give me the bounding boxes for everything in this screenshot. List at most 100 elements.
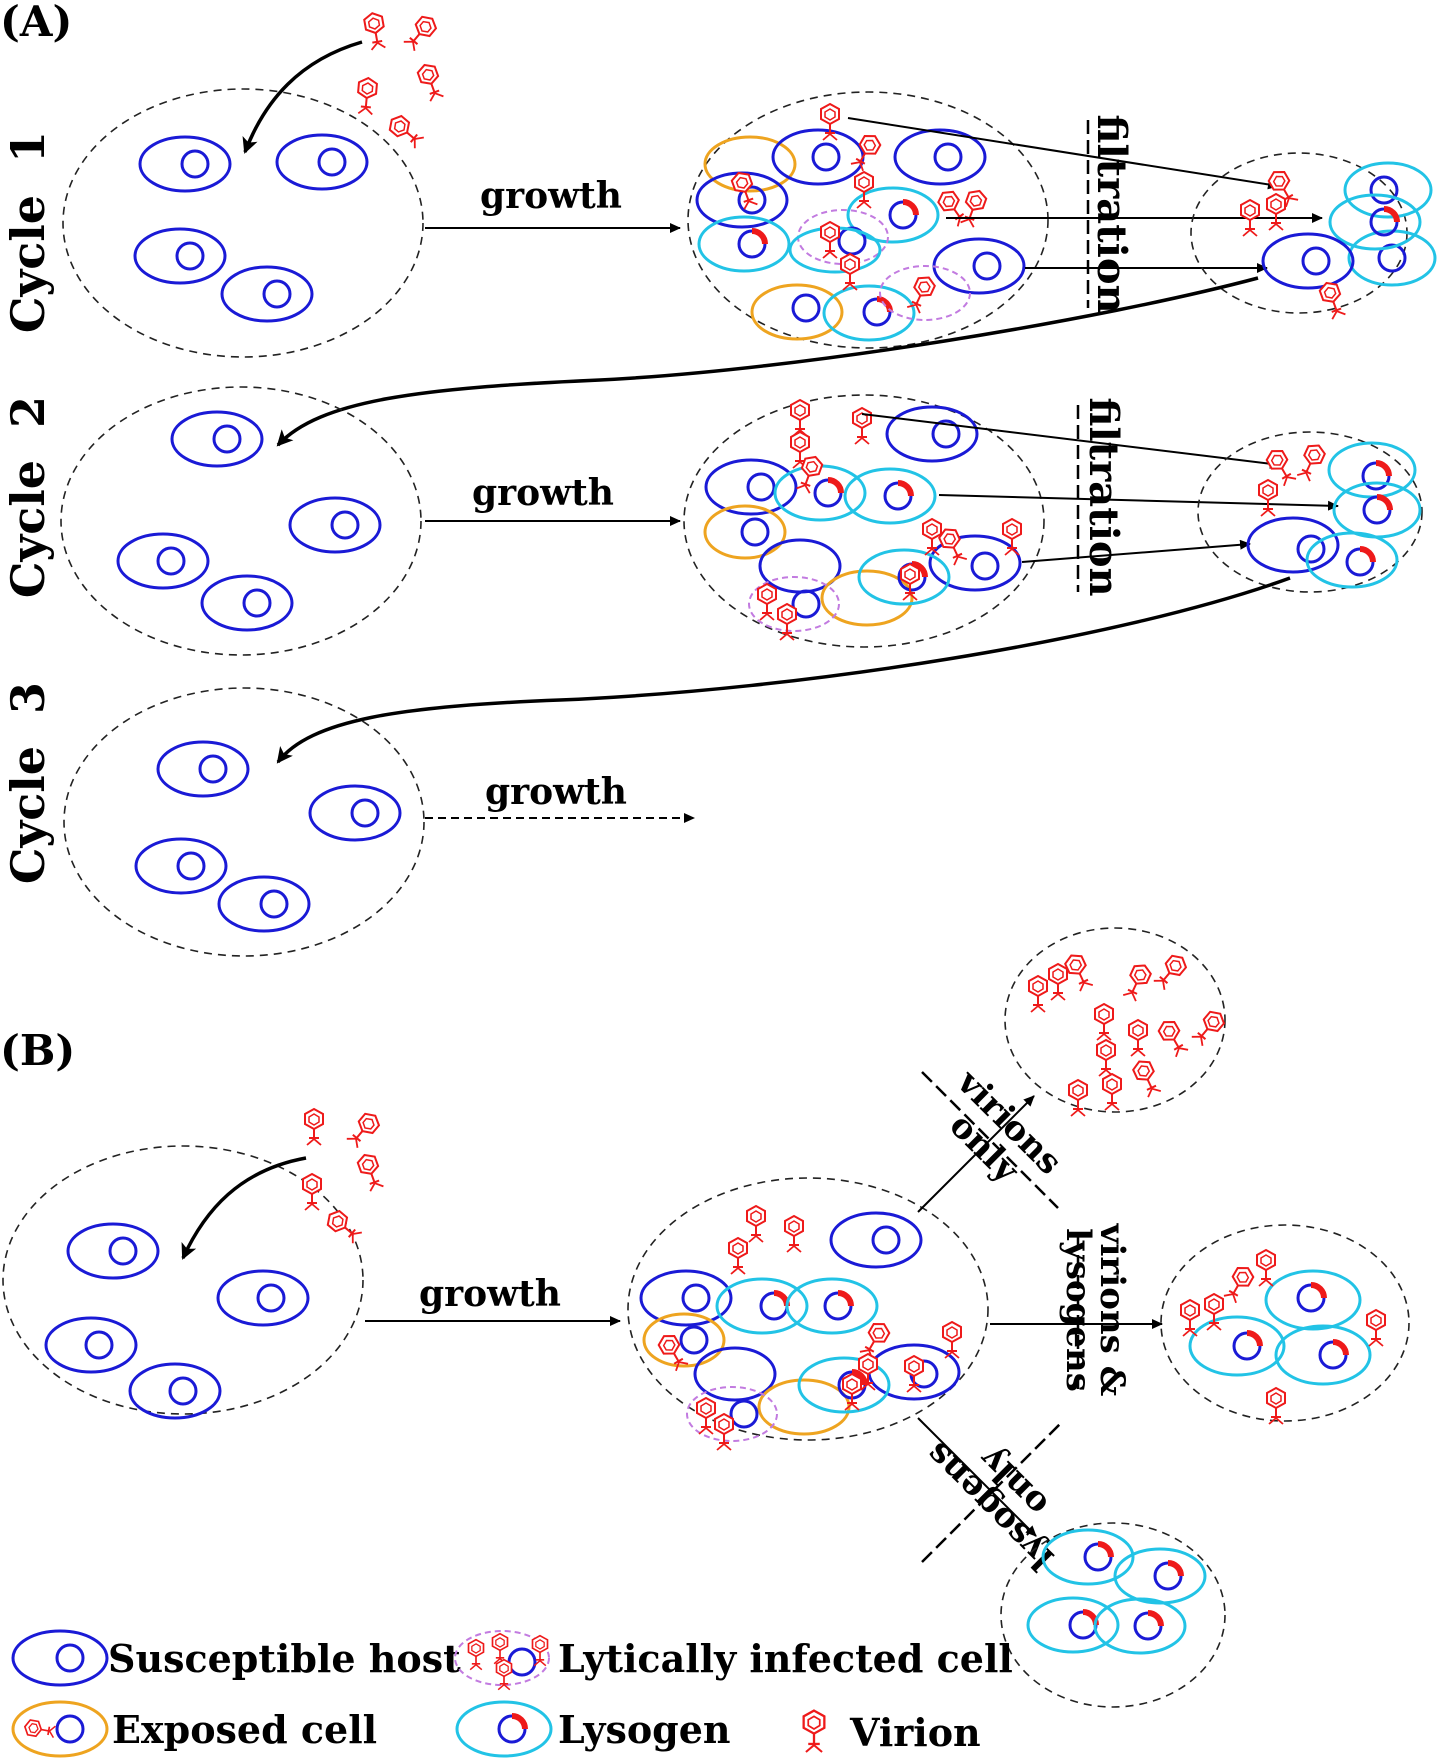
virions-lysogens-culture (1160, 1224, 1410, 1425)
branch-arrow-lysogens-only (917, 1417, 1037, 1537)
legend-exposed-cell: Exposed cell (11, 1700, 377, 1758)
lysogen-cell (846, 186, 940, 244)
cycle-2-start-culture (60, 386, 422, 656)
panel-a-label: (A) (0, 0, 72, 46)
growth-label: growth (419, 1273, 561, 1315)
susceptible-host-cell (693, 1346, 777, 1402)
legend-susceptible-label: Susceptible host (108, 1636, 461, 1681)
legend-virion: Virion (802, 1709, 981, 1755)
filtration-arrow (938, 494, 1339, 511)
lysogen-cell (1347, 229, 1437, 287)
lysogen-cell (822, 284, 916, 342)
susceptible-host-cell (288, 496, 382, 554)
legend-lytic-label: Lytically infected cell (558, 1636, 1013, 1681)
susceptible-host-cell (44, 1316, 138, 1374)
incoming-virions-cycle-1 (355, 10, 447, 151)
susceptible-host-cell (275, 133, 369, 191)
cycle-3-start-culture (63, 687, 425, 957)
susceptible-host-cell (829, 1211, 923, 1269)
legend-exposed-label: Exposed cell (112, 1707, 377, 1752)
panel-b-grown-culture (627, 1177, 989, 1451)
cycle-3-label: Cycle 3 (1, 682, 55, 884)
susceptible-host-cell (66, 1222, 160, 1280)
lysogen-cell (1343, 161, 1433, 219)
lysogen-cell (1274, 1324, 1372, 1386)
legend-lysogen-label: Lysogen (558, 1707, 731, 1752)
susceptible-host-cell (217, 875, 311, 933)
lytically-infected-cell (797, 209, 889, 265)
cycle-2-label: Cycle 2 (1, 396, 55, 598)
cycle-1-start-culture (62, 88, 424, 358)
lysogen-cell (1332, 481, 1422, 539)
lysogen-cell (843, 467, 937, 525)
lysogen-cell (1305, 531, 1399, 589)
lysogen-cell (1041, 1528, 1135, 1586)
virions-only-culture (1004, 927, 1229, 1117)
growth-label: growth (472, 472, 614, 514)
lysogen-cell (1188, 1315, 1286, 1377)
susceptible-host-cell (170, 410, 264, 468)
legend: Susceptible host Lytically infected cell… (11, 1629, 1013, 1758)
lytically-infected-cell (686, 1386, 778, 1442)
susceptible-host-cell (639, 1269, 733, 1327)
susceptible-host-cell (200, 574, 294, 632)
susceptible-host-cell (133, 227, 227, 285)
cycle-2-filtrate (1197, 431, 1423, 593)
susceptible-host-cell (216, 1269, 310, 1327)
panel-b-start-culture (2, 1145, 364, 1420)
filtration-arrow (861, 413, 1281, 469)
exposed-cell (703, 135, 797, 193)
susceptible-host-cell (138, 135, 232, 193)
susceptible-host-cell (885, 405, 979, 463)
susceptible-host-cell (220, 265, 314, 323)
growth-label: growth (480, 175, 622, 217)
virions-lysogens-label-line2: lysogens (1058, 1228, 1098, 1392)
panel-b-label: (B) (0, 1026, 75, 1075)
susceptible-host-cell (1246, 516, 1340, 574)
lysogen-cell (697, 215, 791, 273)
lysogen-cell (785, 1277, 879, 1335)
virions-lysogens-label-line1: virions & (1092, 1223, 1132, 1397)
cycle-1-label: Cycle 1 (1, 131, 55, 333)
susceptible-host-cell (308, 784, 402, 842)
infection-arrow (242, 40, 363, 154)
exposed-cell (642, 1312, 726, 1368)
lytically-infected-cell (879, 265, 971, 321)
exposed-cell (703, 504, 787, 560)
susceptible-host-cell (932, 237, 1026, 295)
branch-arrow-virions-only (917, 1095, 1035, 1213)
filtration-arrow (1021, 539, 1251, 563)
cycle-1-filtrate (1190, 152, 1437, 321)
cycle-1-grown-culture (687, 91, 1049, 349)
filtration-label: filtration (1088, 114, 1135, 313)
susceptible-host-cell (893, 128, 987, 186)
exposed-cell (820, 569, 914, 627)
lysogen-cell (1093, 1597, 1187, 1655)
legend-susceptible-host: Susceptible host (11, 1629, 461, 1687)
filtration-label: filtration (1080, 397, 1127, 596)
lysogens-only-culture (1000, 1522, 1226, 1708)
susceptible-host-cell (134, 837, 228, 895)
susceptible-host-cell (771, 128, 865, 186)
exposed-cell (750, 283, 844, 341)
filter-barrier-lysogens-only (921, 1423, 1061, 1563)
growth-label: growth (485, 771, 627, 813)
lysogen-cell (1264, 1269, 1362, 1331)
susceptible-host-cell (116, 532, 210, 590)
susceptible-host-cell (128, 1362, 222, 1420)
filtration-arrow (847, 117, 1279, 190)
legend-lysogen: Lysogen (455, 1700, 731, 1758)
lysogen-cell (1113, 1547, 1207, 1605)
incoming-virions-panel-b (302, 1108, 387, 1246)
legend-virion-label: Virion (849, 1710, 981, 1755)
cycle-2-grown-culture (683, 394, 1045, 648)
susceptible-host-cell (704, 458, 798, 516)
lytically-infected-cell (748, 576, 840, 632)
lysogen-cell (1328, 193, 1422, 251)
susceptible-host-cell (1261, 232, 1355, 290)
transfer-arrow (276, 576, 1291, 764)
transfer-arrow (276, 276, 1259, 447)
susceptible-host-cell (928, 534, 1022, 592)
susceptible-host-cell (156, 740, 250, 798)
